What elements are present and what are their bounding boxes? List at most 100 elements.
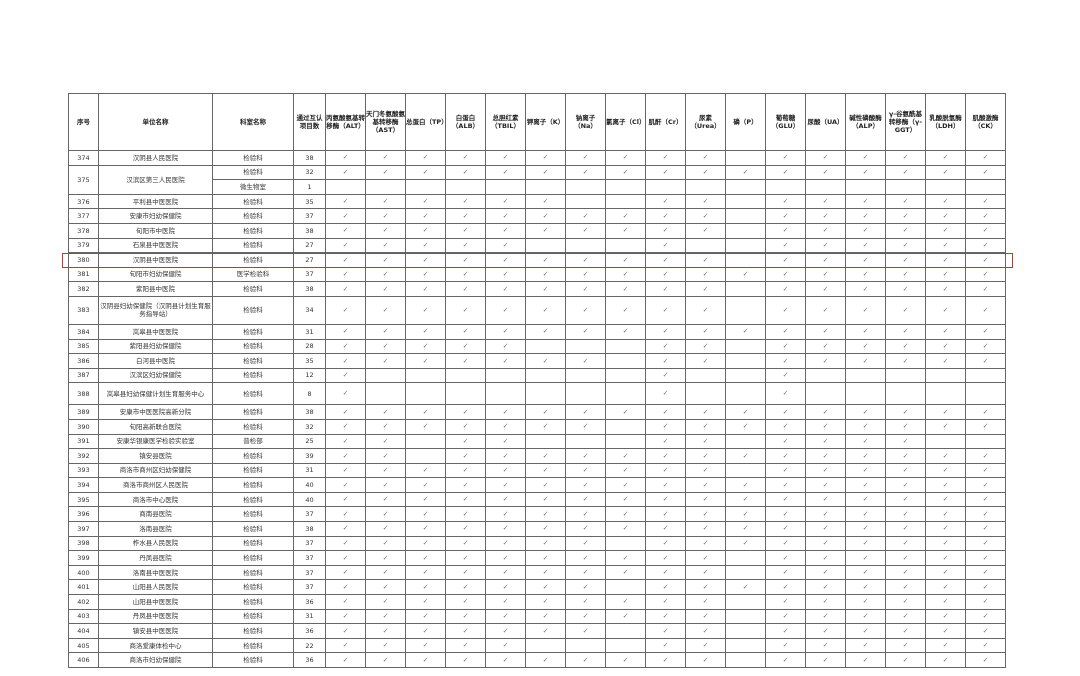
check-icon: ✓ (502, 495, 509, 504)
check-mark-cell: ✓ (685, 535, 726, 552)
check-mark-cell: ✓ (405, 579, 446, 596)
check-mark-cell: ✓ (485, 164, 526, 181)
check-icon: ✓ (502, 612, 509, 621)
column-header: 肌酐（Cr） (645, 93, 686, 151)
column-header: 尿酸（UA） (805, 93, 846, 151)
empty-cell (725, 462, 766, 479)
check-icon: ✓ (502, 407, 509, 416)
check-mark-cell: ✓ (365, 491, 406, 508)
check-icon: ✓ (422, 655, 429, 664)
check-mark-cell: ✓ (365, 193, 406, 210)
check-icon: ✓ (342, 168, 349, 177)
check-mark-cell: ✓ (565, 550, 606, 566)
check-mark-cell: ✓ (405, 462, 446, 479)
check-icon: ✓ (342, 553, 349, 562)
check-icon: ✓ (862, 407, 869, 416)
check-mark-cell: ✓ (885, 193, 926, 210)
check-mark-cell: ✓ (485, 208, 526, 224)
check-icon: ✓ (702, 341, 709, 350)
check-mark-cell: ✓ (445, 579, 486, 596)
check-icon: ✓ (942, 626, 949, 635)
department: 检验科 (212, 281, 294, 297)
check-mark-cell: ✓ (925, 550, 966, 566)
check-mark-cell: ✓ (965, 418, 1006, 435)
check-mark-cell: ✓ (445, 338, 486, 355)
row-number: 402 (68, 594, 99, 610)
unit-name: 旬阳高新联合医院 (98, 418, 213, 435)
check-mark-cell: ✓ (965, 208, 1006, 224)
check-mark-cell: ✓ (445, 506, 486, 523)
empty-cell (485, 367, 526, 384)
check-mark-cell: ✓ (805, 252, 846, 268)
check-icon: ✓ (662, 284, 669, 293)
check-icon: ✓ (902, 240, 909, 249)
unit-name: 安康华银康医学检验实验室 (98, 433, 213, 450)
check-mark-cell: ✓ (485, 418, 526, 435)
unit-name: 岚皋县中医医院 (98, 323, 213, 340)
check-icon: ✓ (902, 495, 909, 504)
check-icon: ✓ (782, 451, 789, 460)
row-number: 384 (68, 323, 99, 340)
check-icon: ✓ (822, 524, 829, 533)
check-mark-cell: ✓ (605, 295, 646, 325)
check-mark-cell: ✓ (445, 448, 486, 464)
check-icon: ✓ (902, 197, 909, 206)
check-icon: ✓ (662, 270, 669, 279)
check-icon: ✓ (342, 626, 349, 635)
check-mark-cell: ✓ (325, 652, 366, 668)
check-mark-cell: ✓ (965, 637, 1006, 654)
check-mark-cell: ✓ (965, 623, 1006, 639)
table-row: 401 山阳县人民医院 检验科 37 ✓ ✓ ✓ ✓ ✓ ✓ ✓ ✓ ✓ ✓ ✓ ✓ ✓ ✓ ✓ ✓ (68, 579, 1006, 596)
check-icon: ✓ (542, 568, 549, 577)
check-mark-cell: ✓ (805, 418, 846, 435)
check-icon: ✓ (662, 226, 669, 235)
recognized-count: 36 (293, 594, 326, 610)
check-icon: ✓ (982, 422, 989, 431)
check-icon: ✓ (702, 626, 709, 635)
check-icon: ✓ (822, 356, 829, 365)
check-mark-cell: ✓ (565, 164, 606, 181)
check-mark-cell: ✓ (445, 222, 486, 239)
check-mark-cell: ✓ (845, 535, 886, 552)
check-mark-cell: ✓ (685, 564, 726, 581)
row-number: 393 (68, 462, 99, 479)
check-icon: ✓ (462, 327, 469, 336)
check-mark-cell: ✓ (685, 252, 726, 268)
check-icon: ✓ (622, 226, 629, 235)
check-icon: ✓ (862, 568, 869, 577)
empty-cell (805, 179, 846, 195)
check-mark-cell: ✓ (845, 550, 886, 566)
check-mark-cell: ✓ (765, 150, 806, 166)
check-icon: ✓ (702, 211, 709, 220)
check-mark-cell: ✓ (525, 579, 566, 596)
empty-cell (685, 237, 726, 254)
table-row: 380 汉阴县中医医院 检验科 27 ✓ ✓ ✓ ✓ ✓ ✓ ✓ ✓ ✓ ✓ ✓ ✓ ✓ ✓ ✓ ✓ (68, 252, 1006, 268)
check-icon: ✓ (502, 356, 509, 365)
check-icon: ✓ (662, 327, 669, 336)
check-icon: ✓ (862, 211, 869, 220)
check-icon: ✓ (342, 524, 349, 533)
empty-cell (725, 637, 766, 654)
check-mark-cell: ✓ (765, 295, 806, 325)
check-icon: ✓ (422, 240, 429, 249)
check-mark-cell: ✓ (405, 222, 446, 239)
check-icon: ✓ (502, 582, 509, 591)
check-icon: ✓ (862, 356, 869, 365)
check-icon: ✓ (702, 495, 709, 504)
unit-name: 安康市妇幼保健院 (98, 208, 213, 224)
check-mark-cell: ✓ (725, 404, 766, 420)
check-mark-cell: ✓ (805, 623, 846, 639)
check-mark-cell: ✓ (405, 164, 446, 181)
check-mark-cell: ✓ (805, 652, 846, 668)
check-icon: ✓ (422, 553, 429, 562)
check-icon: ✓ (462, 539, 469, 548)
check-icon: ✓ (942, 568, 949, 577)
check-mark-cell: ✓ (405, 594, 446, 610)
check-icon: ✓ (382, 168, 389, 177)
check-icon: ✓ (902, 655, 909, 664)
department: 医学检验科 (212, 266, 294, 283)
check-mark-cell: ✓ (685, 579, 726, 596)
row-number: 375 (68, 164, 99, 195)
check-icon: ✓ (942, 168, 949, 177)
check-mark-cell: ✓ (845, 164, 886, 181)
